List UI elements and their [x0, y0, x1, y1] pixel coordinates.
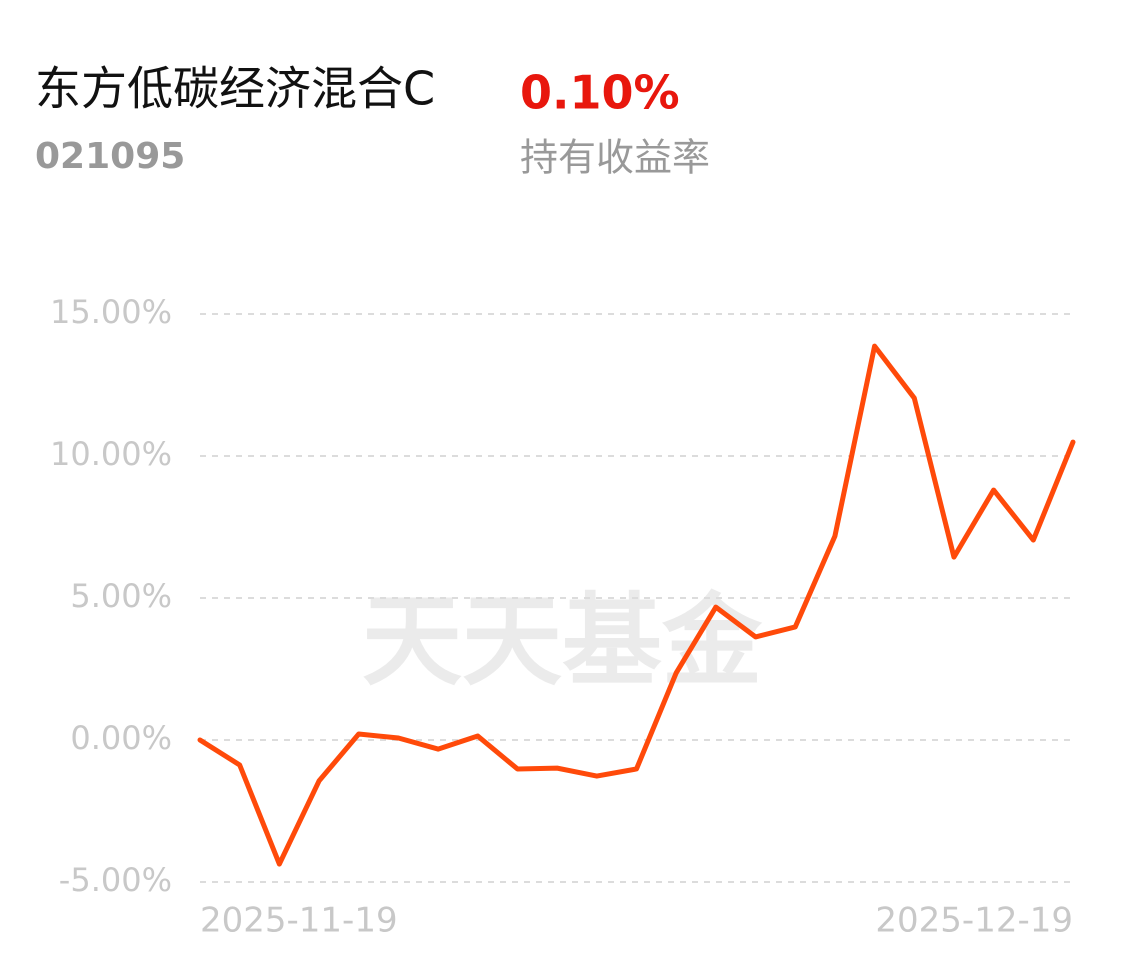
fund-title: 东方低碳经济混合C	[35, 62, 435, 116]
x-tick-label: 2025-12-19	[875, 901, 1073, 941]
return-label: 持有收益率	[520, 136, 710, 180]
y-tick-label: 10.00%	[50, 435, 172, 473]
y-tick-label: 5.00%	[70, 577, 172, 615]
x-tick-label: 2025-11-19	[200, 901, 398, 941]
y-tick-label: -5.00%	[59, 861, 172, 899]
y-tick-label: 15.00%	[50, 293, 172, 331]
fund-code: 021095	[35, 136, 185, 177]
y-tick-label: 0.00%	[70, 719, 172, 757]
line	[197, 343, 1076, 867]
return-value: 0.10%	[520, 66, 680, 120]
watermark: 天天基金	[362, 582, 763, 699]
